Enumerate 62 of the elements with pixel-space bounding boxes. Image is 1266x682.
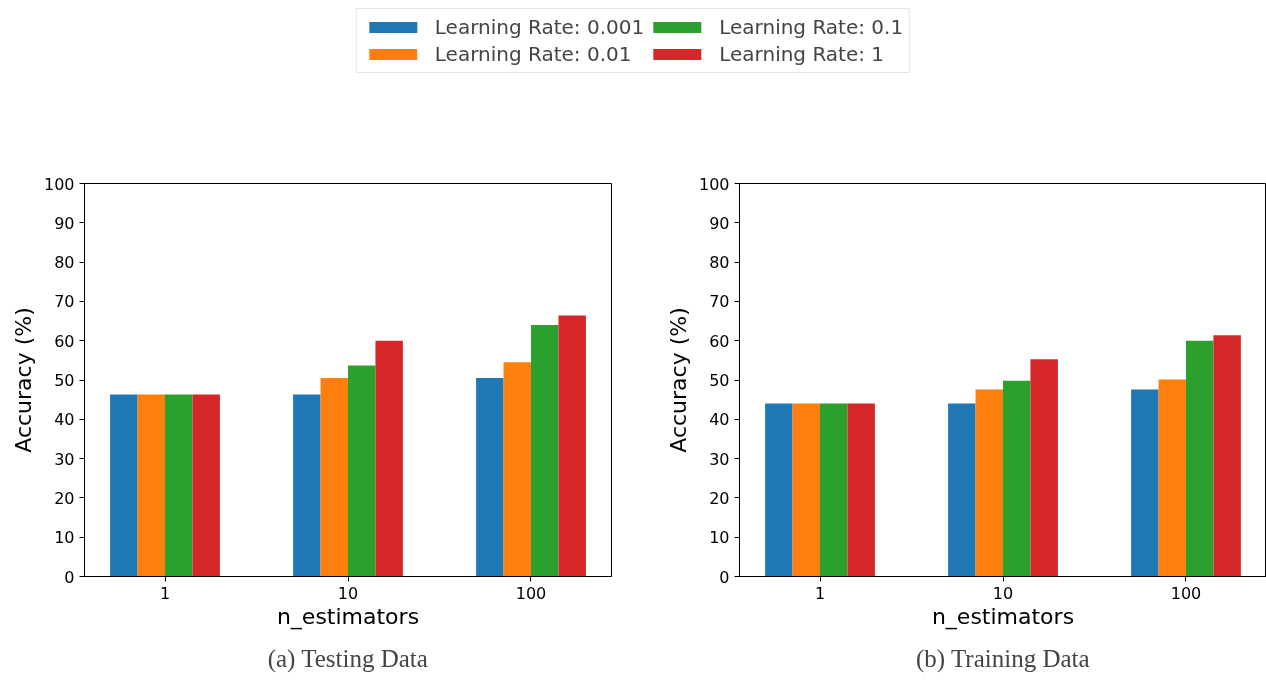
y-tick-label: 60 [709,331,730,351]
bar [165,394,193,577]
x-tick-label: 1 [159,583,171,603]
bar [348,365,376,577]
y-tick-label: 80 [54,253,75,273]
bar [293,394,321,577]
y-tick-label: 60 [54,331,75,351]
x-tick-label: 100 [515,583,547,603]
legend-label: Learning Rate: 0.001 [434,15,645,39]
y-tick-label: 100 [698,174,730,194]
legend-label: Learning Rate: 0.1 [719,15,904,39]
x-tick-label: 10 [337,583,359,603]
y-tick-label: 40 [54,410,75,430]
bar [948,403,976,577]
y-tick-label: 20 [54,488,75,508]
bar [1003,380,1031,577]
bar [1185,340,1214,577]
y-tick-label: 10 [54,528,75,548]
legend-label: Learning Rate: 1 [719,42,885,66]
bar [1030,359,1058,577]
y-tick-label: 70 [54,292,75,312]
y-tick-label: 100 [43,174,75,194]
y-tick-label: 20 [709,488,730,508]
legend-label: Learning Rate: 0.01 [434,42,632,66]
y-tick-label: 70 [709,292,730,312]
x-tick-label: 10 [992,583,1014,603]
y-axis-title: Accuracy (%) [665,307,691,453]
bar [1131,389,1159,577]
y-tick-label: 50 [709,371,730,390]
bar [192,394,220,577]
y-tick-label: 0 [64,567,75,587]
bar [558,315,586,577]
bar [375,340,403,577]
bar [1158,379,1186,577]
bar [320,378,348,577]
y-tick-label: 10 [709,528,730,548]
y-tick-label: 40 [709,410,730,430]
x-axis-title: n_estimators [931,603,1075,630]
bar [1213,335,1241,577]
y-tick-label: 50 [54,371,75,390]
bar [503,362,531,577]
bar [476,378,504,577]
bar [792,403,821,577]
bar [530,324,559,577]
text: (a) Testing Data [267,644,428,673]
y-tick-label: 90 [709,213,730,233]
bar [975,389,1003,577]
x-tick-label: 1 [814,583,826,603]
y-tick-label: 90 [54,213,75,233]
y-tick-label: 0 [719,567,730,587]
y-tick-label: 30 [709,449,730,469]
x-axis-title: n_estimators [276,603,420,630]
bar [820,403,848,577]
bar [847,403,875,577]
bar [137,394,166,577]
text: (b) Training Data [915,644,1090,673]
x-tick-label: 100 [1170,583,1202,603]
y-axis-title: Accuracy (%) [10,307,36,453]
bar [110,394,138,577]
y-tick-label: 80 [709,253,730,273]
bar [765,403,793,577]
y-tick-label: 30 [54,449,75,469]
